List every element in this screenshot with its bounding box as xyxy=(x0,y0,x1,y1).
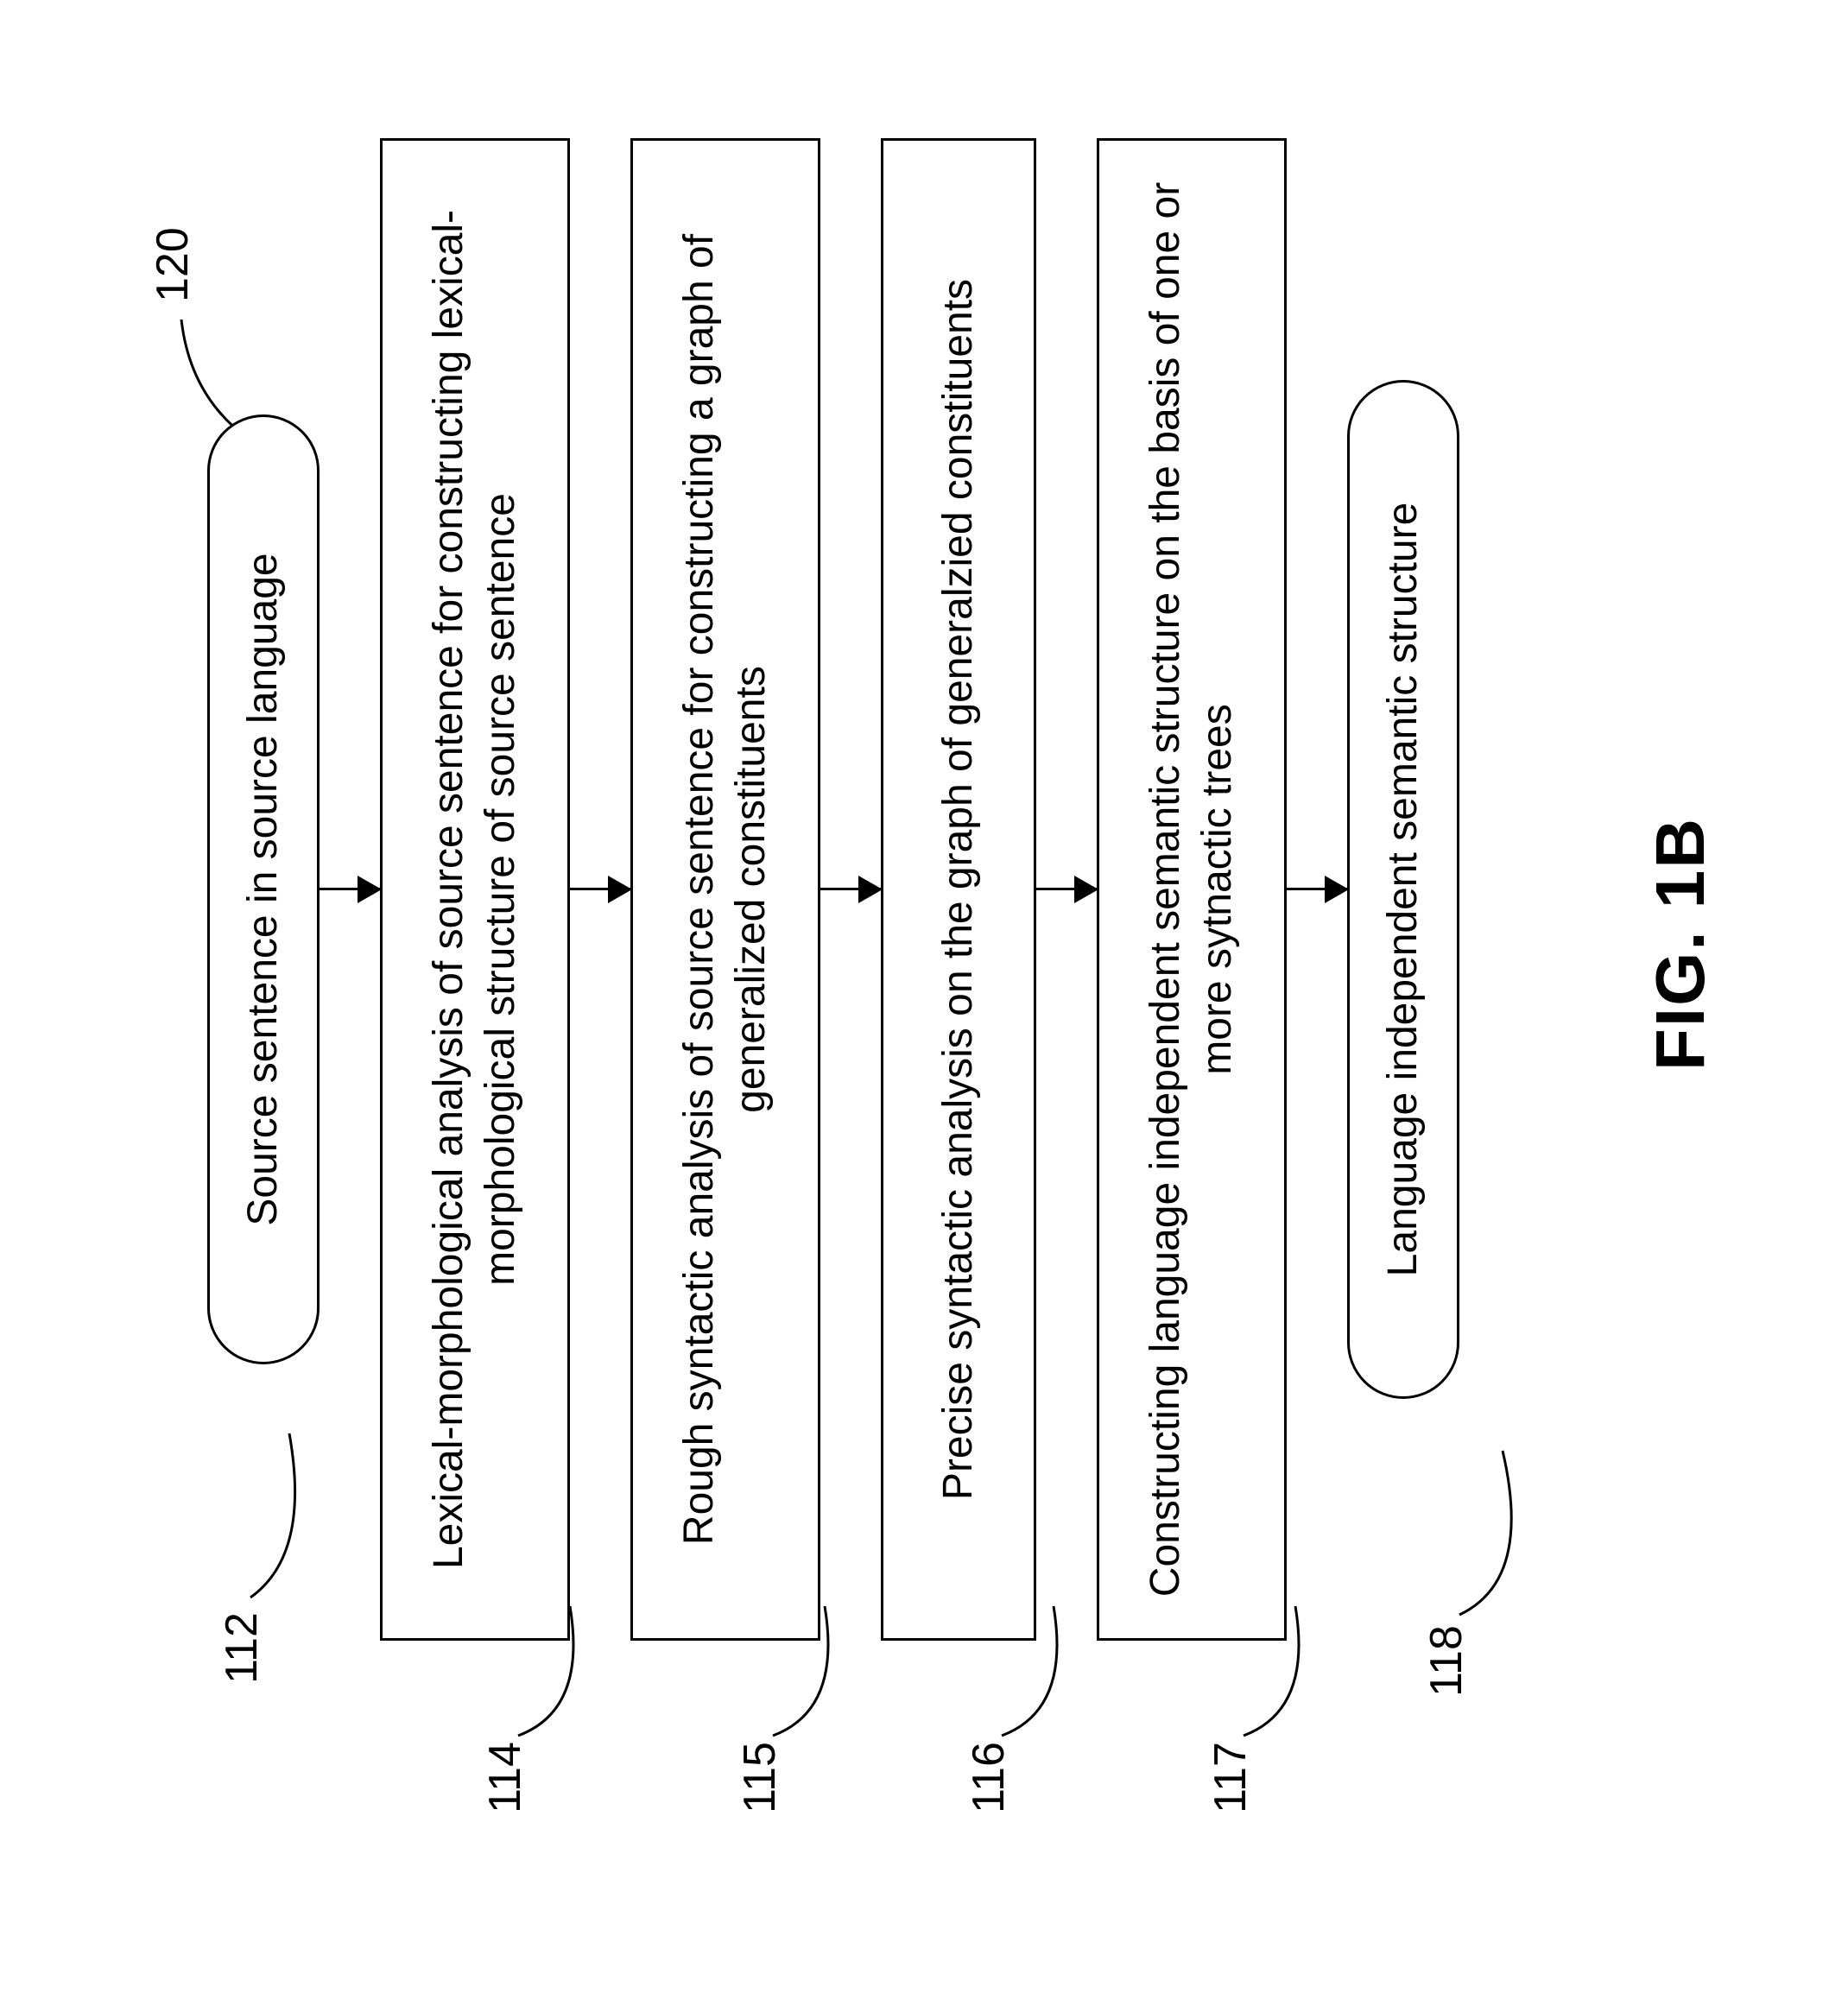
node-114: Lexical-morphological analysis of source… xyxy=(380,138,570,1641)
node-112: Source sentence in source language xyxy=(207,414,320,1364)
node-118: Language independent semantic structure xyxy=(1347,380,1459,1399)
node-115: Rough syntactic analysis of source sente… xyxy=(630,138,820,1641)
node-118-text: Language independent semantic structure xyxy=(1377,503,1429,1277)
ref-117: 117 xyxy=(1205,1742,1256,1813)
ref-118: 118 xyxy=(1421,1625,1472,1697)
leader-114 xyxy=(509,1589,604,1744)
node-117: Constructing language independent semant… xyxy=(1097,138,1287,1641)
ref-114: 114 xyxy=(479,1742,531,1813)
leader-112 xyxy=(242,1416,328,1606)
node-116-text: Precise syntactic analysis on the graph … xyxy=(933,279,984,1500)
leader-115 xyxy=(764,1589,859,1744)
ref-120: 120 xyxy=(147,227,199,302)
leader-117 xyxy=(1235,1589,1330,1744)
arrow-117-118 xyxy=(1287,889,1347,891)
node-116: Precise syntactic analysis on the graph … xyxy=(881,138,1036,1641)
node-115-text: Rough syntactic analysis of source sente… xyxy=(674,175,777,1604)
leader-118 xyxy=(1451,1433,1546,1623)
node-117-text: Constructing language independent semant… xyxy=(1140,175,1244,1604)
arrow-116-117 xyxy=(1036,889,1097,891)
arrow-115-116 xyxy=(820,889,881,891)
ref-112: 112 xyxy=(216,1612,268,1684)
arrow-112-114 xyxy=(320,889,380,891)
node-112-text: Source sentence in source language xyxy=(237,553,289,1225)
flowchart: Source sentence in source language Lexic… xyxy=(207,104,1459,1675)
arrow-114-115 xyxy=(570,889,630,891)
leader-116 xyxy=(993,1589,1088,1744)
ref-115: 115 xyxy=(734,1742,786,1813)
ref-116: 116 xyxy=(963,1742,1015,1813)
figure-caption: FIG. 1B xyxy=(1641,817,1720,1071)
diagram-canvas: 120 Source sentence in source language L… xyxy=(0,0,1848,1848)
node-114-text: Lexical-morphological analysis of source… xyxy=(423,175,527,1604)
